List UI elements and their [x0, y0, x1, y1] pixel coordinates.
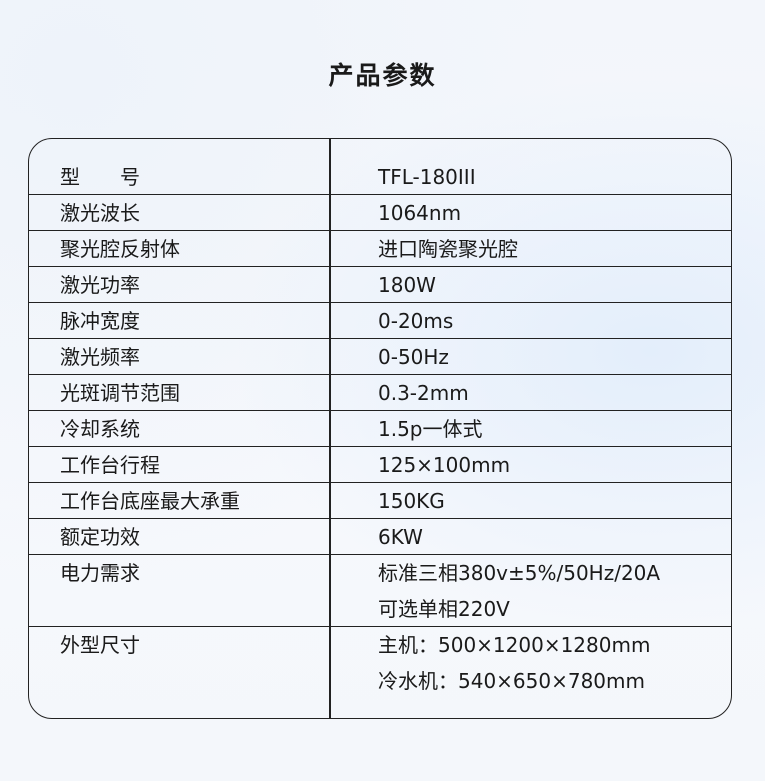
param-value: 标准三相380v±5%/50Hz/20A — [378, 561, 661, 585]
table-row: 额定功效 6KW — [29, 519, 731, 555]
table-row: 脉冲宽度 0-20ms — [29, 303, 731, 339]
param-value: 可选单相220V — [378, 597, 510, 621]
param-label: 激光频率 — [60, 345, 140, 369]
table-row: 激光功率 180W — [29, 267, 731, 303]
param-value: 125×100mm — [378, 453, 511, 477]
column-divider — [329, 139, 331, 718]
param-label: 激光波长 — [60, 201, 140, 225]
param-value: 180W — [378, 273, 436, 297]
table-row: 工作台行程 125×100mm — [29, 447, 731, 483]
param-value: 6KW — [378, 525, 423, 549]
table-row: 外型尺寸 主机：500×1200×1280mm 冷水机：540×650×780mm — [29, 627, 731, 720]
table-row: 聚光腔反射体 进口陶瓷聚光腔 — [29, 231, 731, 267]
param-label: 聚光腔反射体 — [60, 237, 180, 261]
param-value: 进口陶瓷聚光腔 — [378, 237, 518, 261]
param-label: 光斑调节范围 — [60, 381, 180, 405]
param-label: 电力需求 — [60, 561, 140, 585]
table-row: 激光波长 1064nm — [29, 195, 731, 231]
param-label: 型 号 — [60, 165, 140, 189]
param-label: 激光功率 — [60, 273, 140, 297]
param-value: 0-20ms — [378, 309, 454, 333]
param-label: 外型尺寸 — [60, 633, 140, 657]
param-value: 1064nm — [378, 201, 462, 225]
param-value: TFL-180III — [378, 165, 476, 189]
param-label: 工作台底座最大承重 — [60, 489, 240, 513]
table-row: 光斑调节范围 0.3-2mm — [29, 375, 731, 411]
param-label: 脉冲宽度 — [60, 309, 140, 333]
param-value: 0-50Hz — [378, 345, 449, 369]
param-value: 150KG — [378, 489, 445, 513]
param-label: 工作台行程 — [60, 453, 160, 477]
param-value: 主机：500×1200×1280mm — [378, 633, 651, 657]
spec-table: 型 号 TFL-180III 激光波长 1064nm 聚光腔反射体 进口陶瓷聚光腔激光功率… — [28, 138, 732, 719]
table-row: 冷却系统 1.5p一体式 — [29, 411, 731, 447]
param-label: 额定功效 — [60, 525, 140, 549]
page-title: 产品参数 — [328, 61, 437, 90]
param-value: 1.5p一体式 — [378, 417, 483, 441]
table-row: 电力需求 标准三相380v±5%/50Hz/20A 可选单相220V — [29, 555, 731, 627]
param-value: 0.3-2mm — [378, 381, 469, 405]
table-row: 工作台底座最大承重 150KG — [29, 483, 731, 519]
table-row: 型 号 TFL-180III — [29, 139, 731, 195]
param-value: 冷水机：540×650×780mm — [378, 669, 646, 693]
param-label: 冷却系统 — [60, 417, 140, 441]
table-row: 激光频率 0-50Hz — [29, 339, 731, 375]
